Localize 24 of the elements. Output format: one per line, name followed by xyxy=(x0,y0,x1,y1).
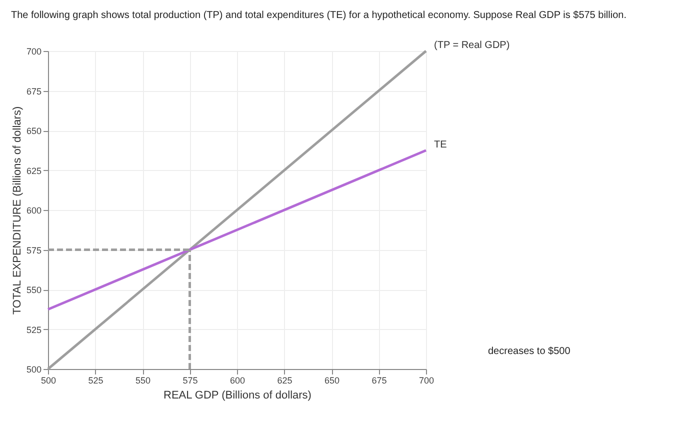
y-tick-label: 675 xyxy=(26,86,42,96)
y-axis-title: TOTAL EXPENDITURE (Billions of dollars) xyxy=(11,106,24,315)
y-tick-label: 600 xyxy=(26,206,42,216)
x-tick-label: 650 xyxy=(324,376,340,386)
x-tick-label: 550 xyxy=(135,376,151,386)
x-tick-label: 625 xyxy=(277,376,292,386)
y-tick-label: 575 xyxy=(26,245,42,256)
x-tick-label: 675 xyxy=(372,376,387,386)
x-tick-label: 525 xyxy=(88,376,104,386)
y-tick-label: 625 xyxy=(26,166,42,176)
y-tick-label: 500 xyxy=(26,364,42,374)
y-tick-label: 550 xyxy=(26,285,42,295)
x-tick-label: 575 xyxy=(182,376,198,386)
series-label: TE xyxy=(434,139,448,150)
text: decreases to $500 xyxy=(488,346,571,357)
chart-title: The following graph shows total production (TP) and total expenditures (TE) for a hypothetical economy. Suppose Real GDP is $575 billion. xyxy=(10,10,627,21)
series-label: (TP = Real GDP) xyxy=(434,40,510,51)
x-tick-label: 600 xyxy=(230,376,246,386)
x-tick-label: 500 xyxy=(40,376,56,386)
x-axis-title: REAL GDP (Billions of dollars) xyxy=(164,390,312,402)
y-tick-label: 650 xyxy=(26,126,42,136)
y-tick-label: 525 xyxy=(26,324,42,335)
y-tick-label: 700 xyxy=(26,46,42,56)
x-tick-label: 700 xyxy=(418,376,434,386)
